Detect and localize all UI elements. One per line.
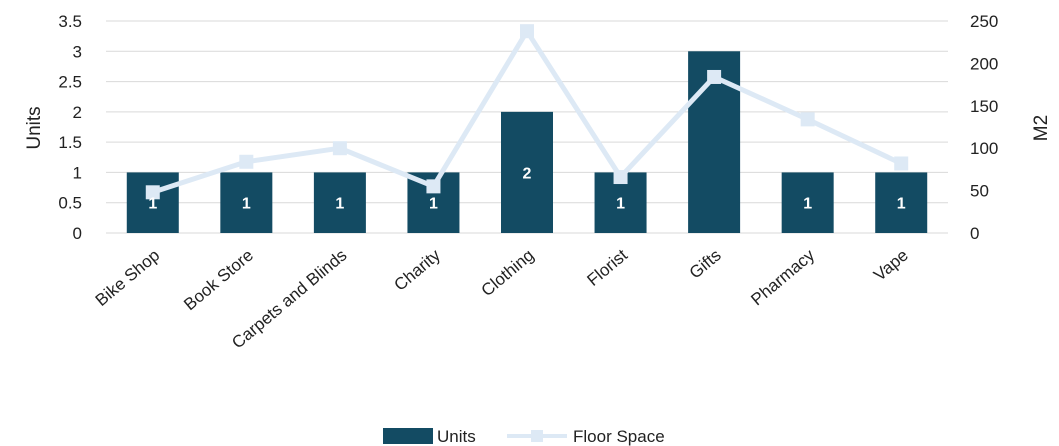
left-tick-label: 0.5 (58, 194, 82, 213)
right-tick-label: 150 (970, 97, 998, 116)
bar-data-labels: 1 1 1 1 2 1 1 1 (148, 165, 905, 212)
line-marker (894, 156, 909, 171)
line-marker (613, 170, 628, 185)
bar (501, 111, 553, 233)
legend-units-swatch (383, 428, 433, 444)
legend: Units Floor Space (383, 427, 665, 446)
bar-data-label: 1 (335, 196, 344, 213)
line-marker (800, 112, 815, 127)
category-label: Pharmacy (747, 245, 818, 309)
line-marker (332, 141, 347, 156)
bar-data-label: 2 (523, 165, 532, 182)
category-label: Florist (583, 245, 631, 289)
category-label: Bike Shop (92, 246, 164, 310)
line-marker (145, 185, 160, 200)
bar-data-label: 1 (429, 196, 438, 213)
left-axis-title: Units (24, 106, 45, 149)
line-marker (707, 69, 722, 84)
units-bars (126, 51, 928, 234)
right-tick-label: 200 (970, 54, 998, 73)
bar (875, 172, 928, 233)
category-label: Charity (391, 245, 445, 294)
line-marker (239, 154, 254, 169)
category-label: Vape (870, 246, 912, 285)
floor-space-line (145, 24, 909, 200)
bar-data-label: 1 (897, 196, 906, 213)
line-marker (520, 24, 534, 39)
right-tick-label: 0 (970, 224, 979, 243)
right-tick-label: 100 (970, 139, 998, 158)
right-tick-label: 250 (970, 12, 998, 31)
legend-units-label: Units (437, 427, 476, 446)
legend-floor-space-label: Floor Space (573, 427, 665, 446)
bar (313, 172, 366, 233)
right-axis-ticks: 0 50 100 150 200 250 (970, 12, 998, 243)
bar (781, 172, 834, 233)
left-axis-ticks: 0 0.5 1 1.5 2 2.5 3 3.5 (58, 12, 82, 243)
left-tick-label: 2.5 (58, 73, 82, 92)
bar-data-label: 1 (242, 196, 251, 213)
category-label: Gifts (686, 246, 725, 283)
bar-data-label: 1 (616, 196, 625, 213)
right-axis-title: M2 (1031, 115, 1052, 141)
legend-floor-space-marker (531, 430, 543, 442)
left-tick-label: 3.5 (58, 12, 82, 31)
bar-data-label: 1 (803, 196, 812, 213)
category-label: Clothing (478, 246, 538, 301)
line-marker (426, 179, 441, 194)
left-tick-label: 0 (73, 224, 82, 243)
bar-data-label: 1 (148, 196, 157, 213)
left-tick-label: 1.5 (58, 133, 82, 152)
bar (126, 172, 179, 233)
left-tick-label: 1 (73, 163, 82, 182)
bar (220, 172, 273, 233)
right-tick-label: 50 (970, 182, 989, 201)
category-label: Book Store (180, 246, 257, 315)
left-tick-label: 2 (73, 103, 82, 122)
left-tick-label: 3 (73, 42, 82, 61)
